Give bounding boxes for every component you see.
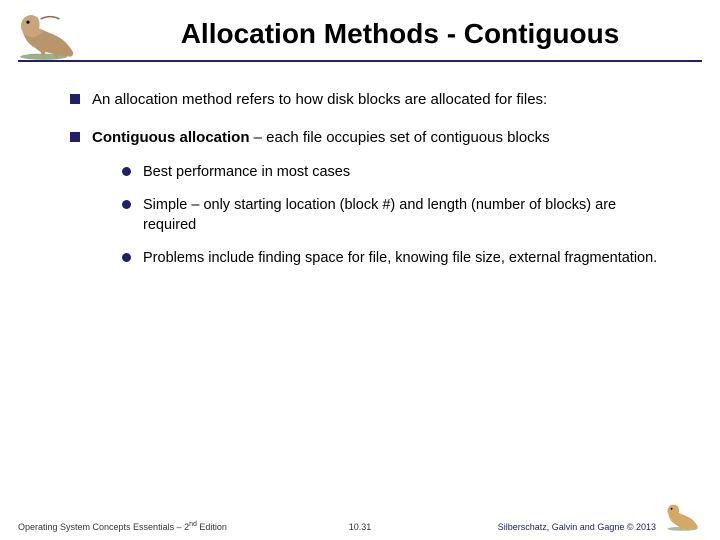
title-underline (18, 60, 702, 62)
circle-bullet-icon (122, 167, 131, 176)
sub-bullet-text: Best performance in most cases (143, 163, 660, 183)
footer-page-number: 10.31 (339, 522, 382, 532)
sub-bullet-text: Simple – only starting location (block #… (143, 196, 660, 235)
circle-bullet-icon (122, 200, 131, 209)
slide-header: Allocation Methods - Contiguous (0, 0, 720, 62)
slide-title: Allocation Methods - Contiguous (0, 18, 720, 50)
bullet-item: Contiguous allocation – each file occupi… (70, 128, 660, 283)
sub-bullet-list: Best performance in most cases Simple – … (92, 163, 660, 269)
sub-bullet-item: Problems include finding space for file,… (122, 249, 660, 269)
bullet-text: Contiguous allocation – each file occupi… (92, 128, 660, 283)
footer-copyright: Silberschatz, Galvin and Gagne © 2013 (498, 522, 656, 532)
dinosaur-icon-left (10, 8, 90, 63)
square-bullet-icon (70, 132, 80, 142)
bullet-text: An allocation method refers to how disk … (92, 90, 660, 110)
slide-content: An allocation method refers to how disk … (0, 62, 720, 283)
dinosaur-icon-right (662, 500, 702, 532)
slide-footer: Operating System Concepts Essentials – 2… (0, 500, 720, 532)
sub-bullet-text: Problems include finding space for file,… (143, 249, 660, 269)
bullet-item: An allocation method refers to how disk … (70, 90, 660, 110)
sub-bullet-item: Best performance in most cases (122, 163, 660, 183)
footer-left: Operating System Concepts Essentials – 2… (18, 521, 339, 532)
footer-right: Silberschatz, Galvin and Gagne © 2013 (381, 500, 702, 532)
square-bullet-icon (70, 94, 80, 104)
sub-bullet-item: Simple – only starting location (block #… (122, 196, 660, 235)
circle-bullet-icon (122, 253, 131, 262)
